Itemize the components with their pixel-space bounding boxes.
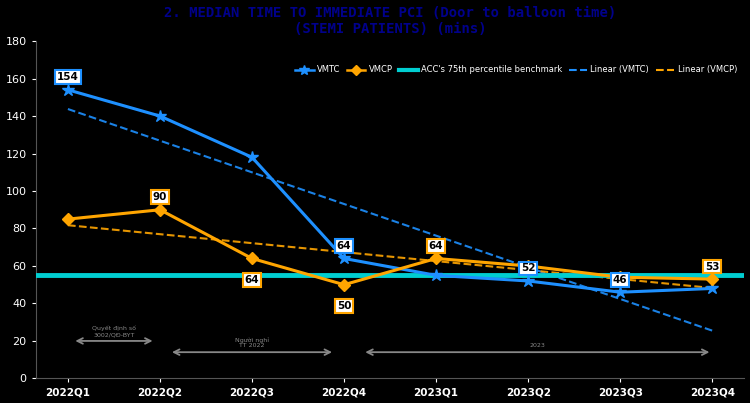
- Legend: VMTC, VMCP, ACC's 75th percentile benchmark, Linear (VMTC), Linear (VMCP): VMTC, VMCP, ACC's 75th percentile benchm…: [292, 62, 740, 78]
- Text: 154: 154: [57, 72, 79, 82]
- Text: 64: 64: [429, 241, 443, 251]
- Text: 52: 52: [521, 264, 536, 274]
- Text: 50: 50: [337, 301, 351, 311]
- Title: 2. MEDIAN TIME TO IMMEDIATE PCI (Door to balloon time)
(STEMI PATIENTS) (mins): 2. MEDIAN TIME TO IMMEDIATE PCI (Door to…: [164, 6, 616, 36]
- Text: Người nghỉ
TT 2022: Người nghỉ TT 2022: [235, 337, 269, 349]
- Text: 64: 64: [244, 275, 260, 285]
- Text: 53: 53: [705, 262, 719, 272]
- Text: Quyết định số
3002/QĐ-BYT: Quyết định số 3002/QĐ-BYT: [92, 326, 136, 337]
- Text: 90: 90: [153, 192, 167, 202]
- Text: 64: 64: [337, 241, 351, 251]
- Text: 2023: 2023: [530, 343, 545, 349]
- Text: 46: 46: [613, 275, 628, 285]
